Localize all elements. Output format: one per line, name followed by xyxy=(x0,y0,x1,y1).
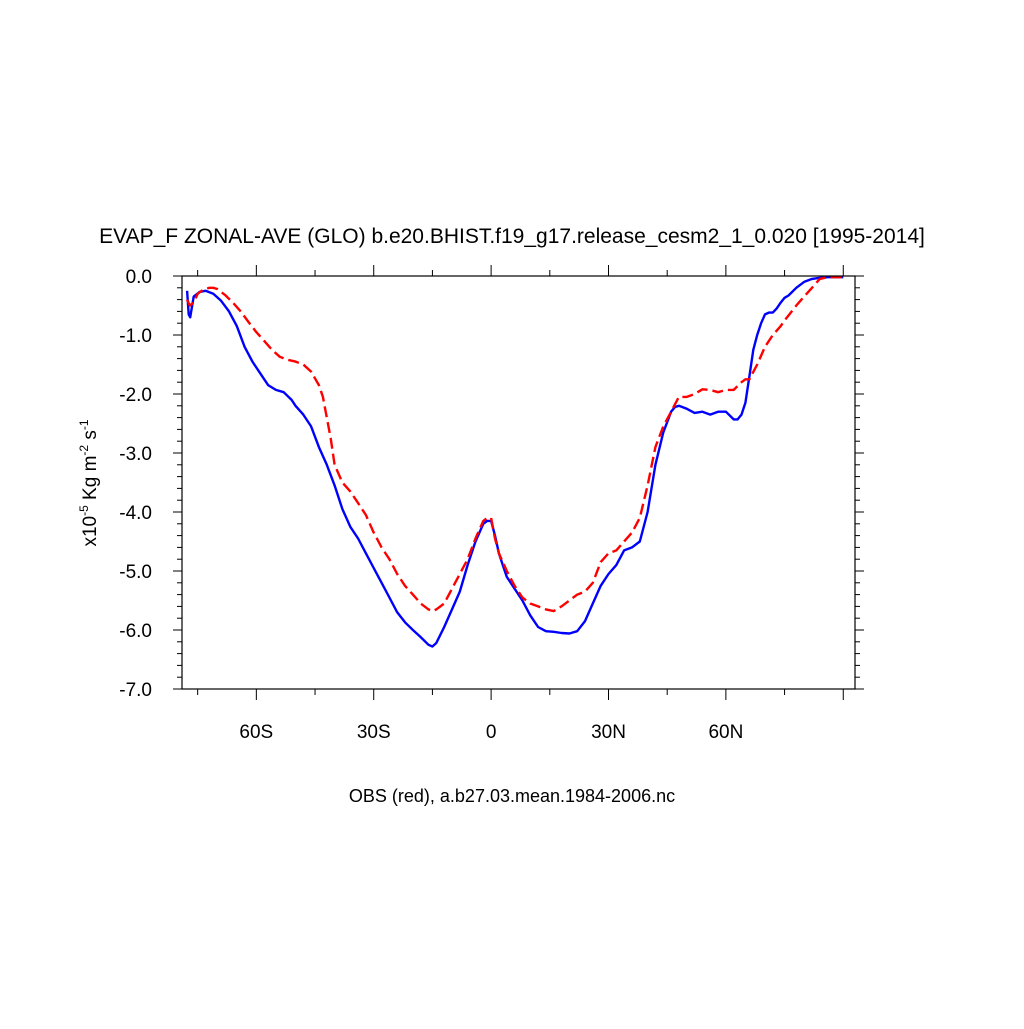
y-axis-label-exp3: -1 xyxy=(77,419,91,430)
plot-area xyxy=(185,276,844,648)
y-axis-label: x10-5 Kg m-2 s-1 xyxy=(77,419,101,546)
x-tick-label: 30S xyxy=(357,722,391,743)
axes: 0.0 -1.0 -2.0 -3.0 -4.0 -5.0 -6.0 -7.0 60S 30S 0 30… xyxy=(119,265,864,743)
series-line-2 xyxy=(186,276,844,613)
x-tick-label: 30N xyxy=(591,722,626,743)
x-tick-label: 60S xyxy=(239,722,273,743)
chart-title: EVAP_F ZONAL-AVE (GLO) b.e20.BHIST.f19_g… xyxy=(99,225,925,248)
plot-frame xyxy=(181,275,856,690)
y-axis-label-mid: Kg m xyxy=(80,456,101,506)
y-axis-label-exp2: -2 xyxy=(77,445,91,456)
y-tick-label: -6.0 xyxy=(119,621,152,642)
y-axis-label-exp1: -5 xyxy=(77,505,91,516)
y-tick-label: -5.0 xyxy=(119,562,152,583)
y-tick-label: -7.0 xyxy=(119,680,152,701)
footer-caption: OBS (red), a.b27.03.mean.1984-2006.nc xyxy=(349,786,675,806)
x-tick-label: 60N xyxy=(708,722,743,743)
y-tick-label: -4.0 xyxy=(119,503,152,524)
y-axis-label-mid2: s xyxy=(80,430,101,445)
y-tick-label: -1.0 xyxy=(119,326,152,347)
x-tick-label: 0 xyxy=(486,722,497,743)
series-line-1 xyxy=(185,276,844,648)
y-axis-label-prefix: x10 xyxy=(80,516,101,547)
y-tick-label: -3.0 xyxy=(119,444,152,465)
y-tick-label: 0.0 xyxy=(126,267,152,288)
y-tick-label: -2.0 xyxy=(119,385,152,406)
